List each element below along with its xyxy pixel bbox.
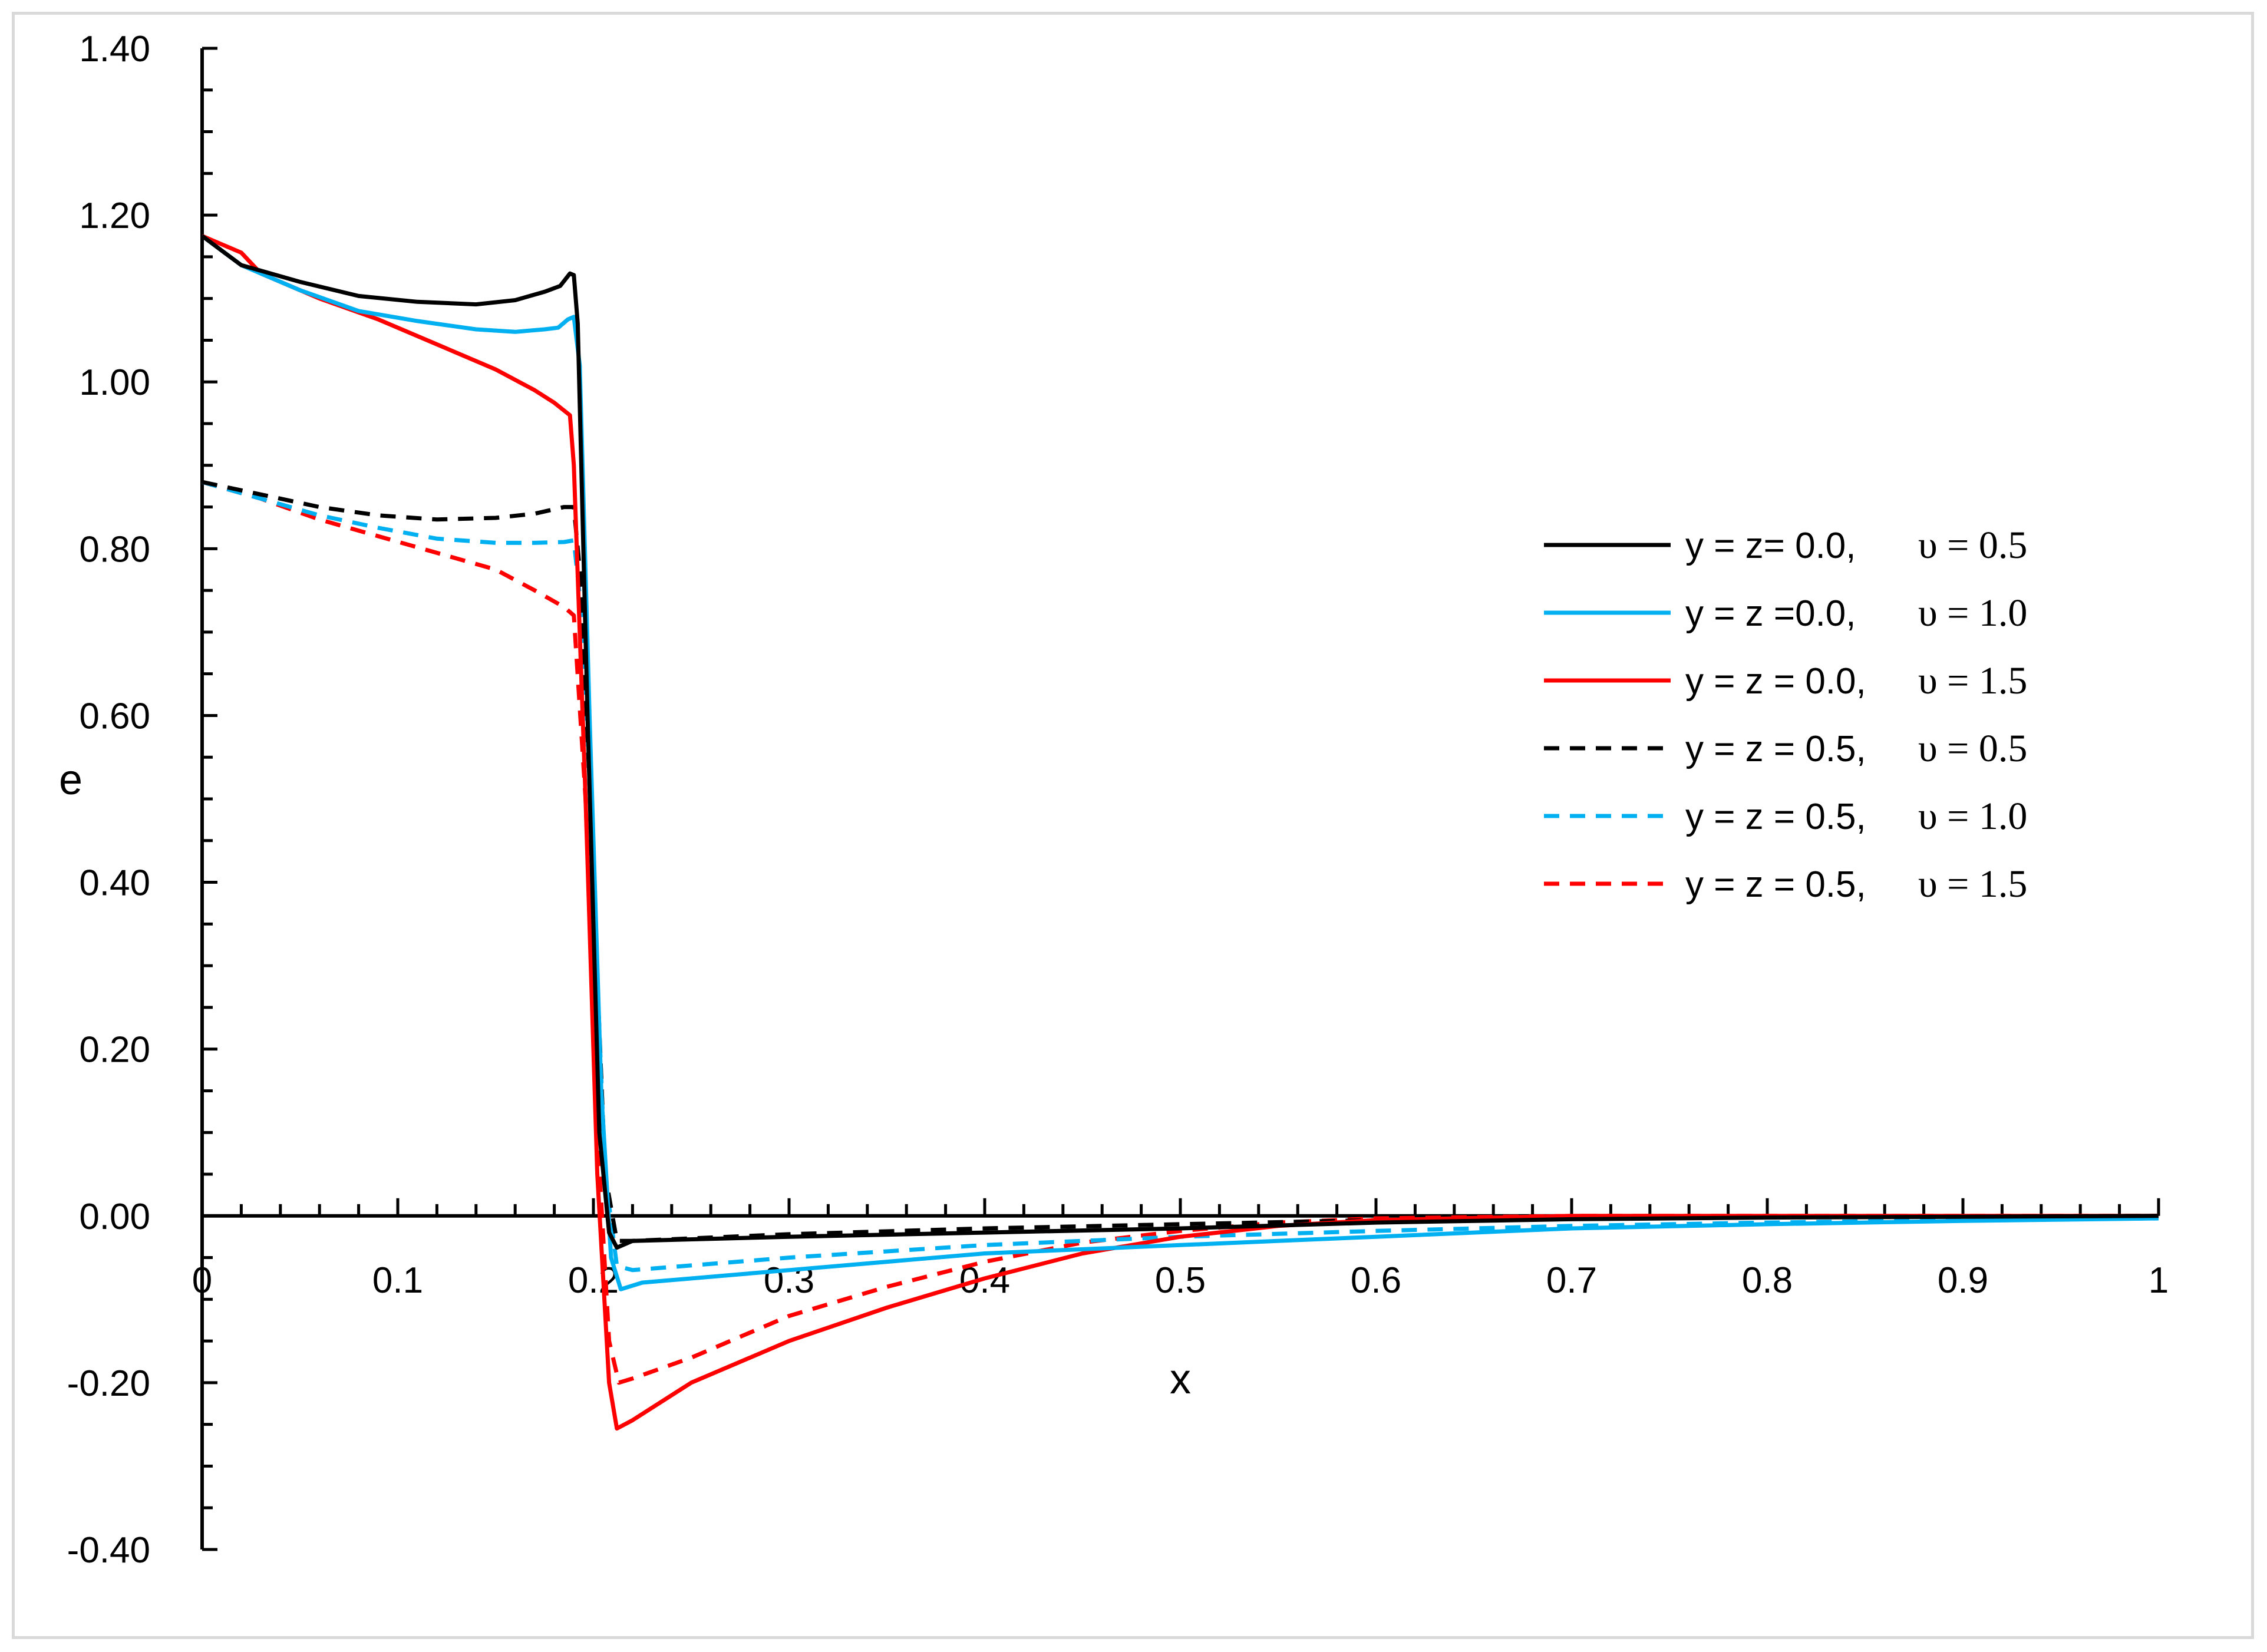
legend-label-4: y = z = 0.5, [1685, 729, 1866, 769]
x-tick-label: 0.7 [1546, 1260, 1597, 1301]
series-line-3 [201, 234, 2159, 1431]
x-tick-label: 0 [192, 1260, 212, 1301]
y-tick-label: 0.60 [79, 696, 150, 736]
x-tick-label: 0.9 [1938, 1260, 1988, 1301]
x-tick-label: 0.1 [372, 1260, 423, 1301]
y-tick-label: 1.40 [79, 29, 150, 70]
y-tick-label: 0.00 [79, 1197, 150, 1237]
legend-param-2: υ = 1.0 [1918, 592, 2027, 635]
legend-param-1: υ = 0.5 [1918, 524, 2027, 567]
series-lines [200, 234, 2159, 1431]
y-tick-label: 0.20 [79, 1030, 150, 1071]
y-tick-label: 0.80 [79, 529, 150, 570]
series-line-4 [202, 480, 2159, 1243]
legend: y = z= 0.0, υ = 0.5 y = z =0.0, υ = 1.0 y = … [1544, 524, 2027, 906]
x-tick-label: 0.3 [764, 1260, 814, 1301]
x-tick-label: 1 [2149, 1260, 2169, 1301]
y-tick-label: -0.40 [67, 1530, 150, 1571]
series-line-1 [200, 234, 2159, 1250]
legend-param-3: υ = 1.5 [1918, 659, 2027, 702]
legend-label-2: y = z =0.0, [1685, 593, 1856, 634]
x-tick-label: 0.8 [1742, 1260, 1793, 1301]
x-tick-label: 0.6 [1351, 1260, 1401, 1301]
legend-label-5: y = z = 0.5, [1685, 797, 1866, 837]
x-axis-title: x [1170, 1356, 1191, 1403]
y-tick-labels: 1.40 1.20 1.00 0.80 0.60 0.40 0.20 0.00 -0.20 -0.… [67, 29, 150, 1571]
legend-param-6: υ = 1.5 [1918, 863, 2027, 906]
x-tick-label: 0.5 [1155, 1260, 1206, 1301]
legend-param-4: υ = 0.5 [1918, 727, 2027, 770]
y-tick-label: 1.00 [79, 362, 150, 403]
y-tick-label: 1.20 [79, 196, 150, 236]
legend-label-6: y = z = 0.5, [1685, 864, 1866, 905]
y-axis-title: e [59, 756, 83, 804]
legend-param-5: υ = 1.0 [1918, 795, 2027, 838]
y-tick-label: -0.20 [67, 1363, 150, 1404]
x-tick-label: 0.2 [568, 1260, 619, 1301]
chart-frame [12, 12, 2254, 1639]
x-tick-labels: 0 0.1 0.2 0.3 0.4 0.5 0.6 0.7 0.8 0.9 1 [192, 1260, 2169, 1301]
series-line-6 [202, 480, 2159, 1385]
legend-label-3: y = z = 0.0, [1685, 661, 1866, 702]
legend-label-1: y = z= 0.0, [1685, 526, 1856, 566]
y-tick-label: 0.40 [79, 863, 150, 904]
